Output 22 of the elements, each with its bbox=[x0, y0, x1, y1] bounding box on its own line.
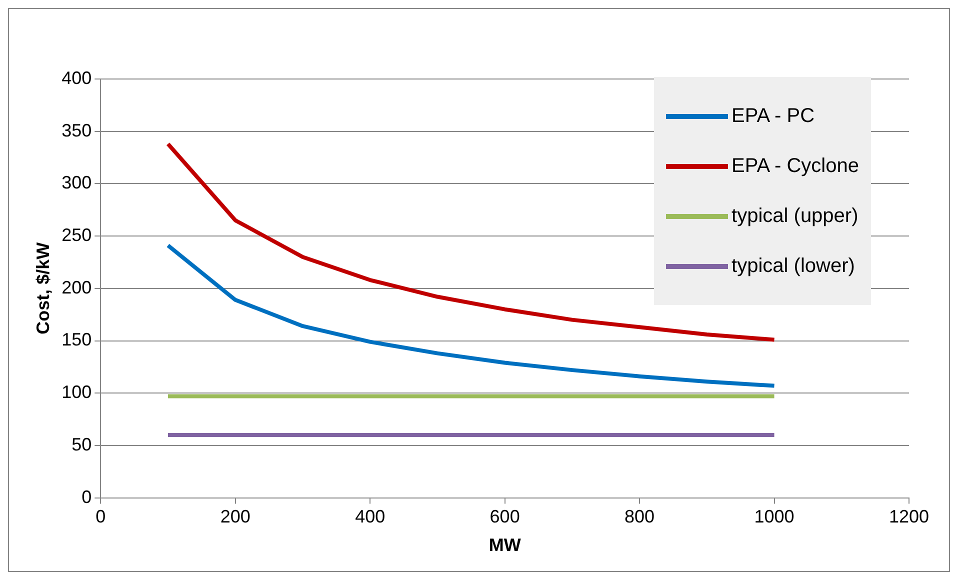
x-tick-label: 800 bbox=[624, 506, 655, 527]
legend-label: typical (upper) bbox=[732, 204, 858, 228]
x-tick-label: 400 bbox=[355, 506, 386, 527]
legend-label: typical (lower) bbox=[732, 254, 855, 278]
y-tick-label: 250 bbox=[62, 225, 92, 246]
legend-label: EPA - Cyclone bbox=[732, 154, 859, 178]
y-tick-label: 400 bbox=[62, 68, 92, 88]
x-axis-title: MW bbox=[488, 535, 521, 556]
x-tick-label: 200 bbox=[220, 506, 250, 527]
y-tick-label: 150 bbox=[62, 330, 92, 350]
y-tick-label: 100 bbox=[62, 382, 92, 402]
y-tick-label: 0 bbox=[82, 486, 92, 507]
x-tick-label: 1000 bbox=[754, 506, 794, 527]
legend-label: EPA - PC bbox=[732, 104, 815, 128]
x-tick-label: 600 bbox=[490, 506, 520, 527]
y-axis-title: Cost, $/kW bbox=[32, 242, 53, 334]
x-tick-label: 1200 bbox=[888, 506, 930, 527]
x-tick-label: 0 bbox=[96, 506, 106, 527]
y-tick-label: 350 bbox=[62, 120, 92, 140]
y-tick-label: 200 bbox=[62, 277, 92, 298]
y-tick-label: 300 bbox=[62, 172, 92, 193]
y-tick-label: 50 bbox=[72, 434, 92, 454]
